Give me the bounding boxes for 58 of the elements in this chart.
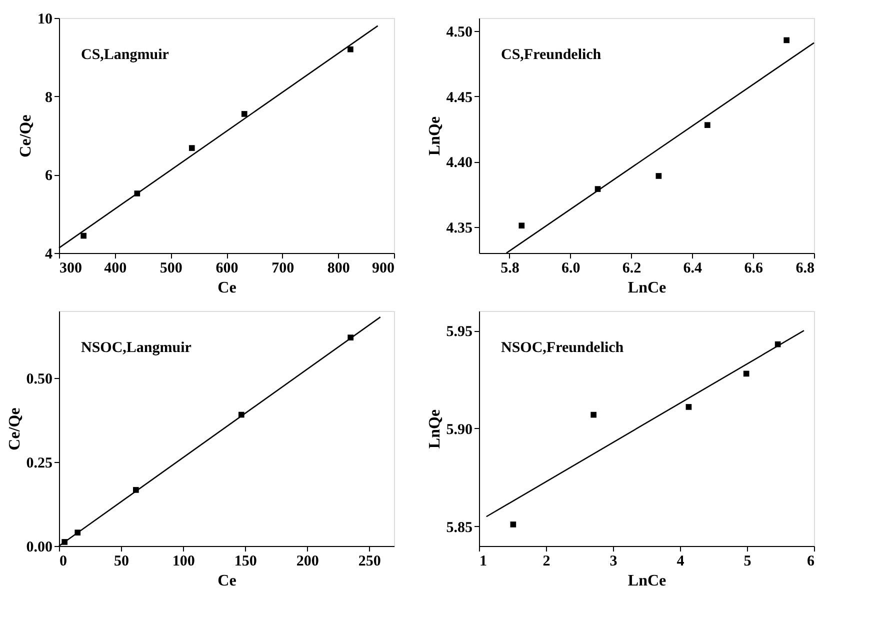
- annotation: NSOC,Langmuir: [81, 340, 192, 356]
- x-tick-label: 6.4: [683, 260, 703, 276]
- point: [686, 404, 692, 410]
- x-tick-label: 500: [160, 260, 182, 276]
- y-tick-label: 6: [45, 168, 53, 184]
- x-tick-label: 2: [542, 554, 550, 570]
- x-tick-label: 600: [216, 260, 238, 276]
- x-tick-label: 5: [744, 554, 752, 570]
- y-tick-label: 4.35: [446, 220, 472, 236]
- x-tick-label: 200: [296, 554, 319, 570]
- y-tick-label: 0.50: [26, 372, 52, 388]
- x-axis-title: LnCe: [628, 572, 666, 590]
- y-axis-title: Ce/Qe: [18, 114, 34, 158]
- y-axis-title: Ce/Qe: [6, 408, 24, 450]
- y-tick-label: 10: [38, 12, 52, 28]
- x-tick-label: 6.8: [796, 260, 814, 276]
- x-axis-title: Ce: [218, 280, 236, 296]
- point: [784, 37, 790, 44]
- y-tick-label: 4.45: [446, 90, 472, 106]
- x-tick-label: 100: [172, 554, 195, 570]
- y-tick-label: 0.00: [26, 540, 52, 556]
- x-tick-label: 3: [610, 554, 618, 570]
- point: [590, 412, 596, 418]
- y-tick-label: 8: [45, 90, 52, 106]
- x-tick-label: 6.2: [622, 260, 642, 276]
- x-tick-label: 0: [60, 554, 67, 570]
- x-tick-label: 5.8: [500, 260, 520, 276]
- y-tick-label: 5.95: [446, 324, 472, 340]
- annotation: NSOC,Freundelich: [501, 340, 624, 356]
- x-tick-label: 4: [676, 554, 685, 570]
- annotation: CS,Freundelich: [501, 47, 602, 63]
- x-tick-label: 150: [234, 554, 257, 570]
- y-tick-label: 5.90: [446, 422, 472, 438]
- y-axis-title: LnQe: [426, 409, 444, 449]
- x-tick-label: 6: [807, 554, 815, 570]
- x-tick-label: 300: [60, 260, 82, 276]
- x-axis-title: Ce: [218, 572, 236, 590]
- x-tick-label: 6.0: [561, 260, 580, 276]
- y-tick-label: 4.50: [446, 24, 472, 41]
- y-tick-label: 0.25: [26, 456, 52, 472]
- point: [518, 222, 525, 228]
- x-tick-label: 6.6: [744, 260, 764, 276]
- x-tick-label: 50: [114, 554, 130, 570]
- x-tick-label: 800: [327, 260, 350, 276]
- point: [510, 522, 516, 528]
- point: [656, 173, 662, 179]
- y-tick-label: 4: [45, 246, 53, 262]
- y-tick-label: 4.40: [446, 155, 472, 172]
- y-axis-title: LnQe: [426, 116, 444, 156]
- y-tick-label: 5.85: [446, 520, 472, 536]
- x-tick-label: 400: [104, 260, 127, 276]
- x-tick-label: 700: [272, 260, 294, 276]
- annotation: CS,Langmuir: [81, 47, 170, 63]
- x-tick-label: 1: [480, 554, 487, 570]
- x-axis-title: LnCe: [628, 280, 666, 296]
- x-tick-label: 250: [358, 554, 381, 570]
- x-tick-label: 900: [372, 260, 394, 276]
- point: [704, 122, 710, 128]
